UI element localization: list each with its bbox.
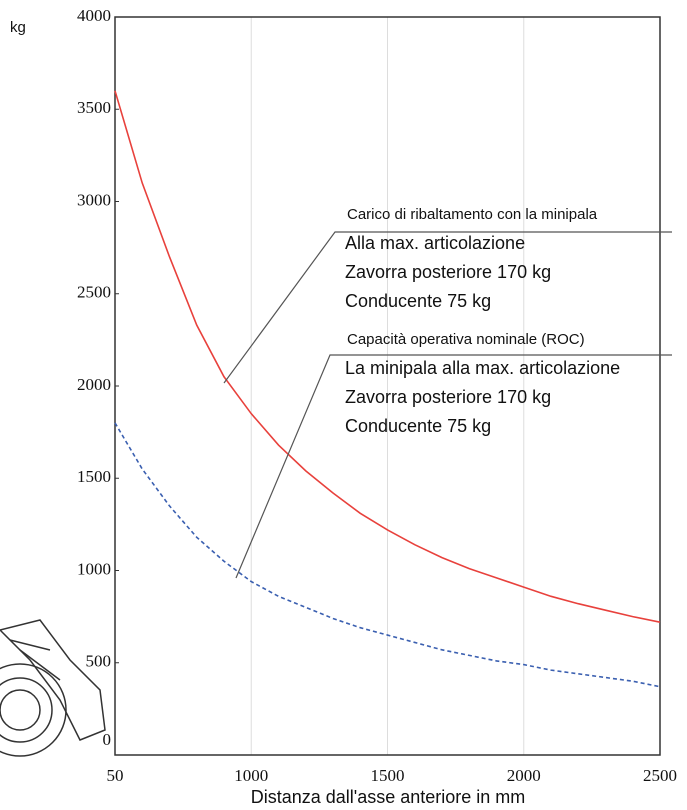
annotation-text: Alla max. articolazione (345, 233, 525, 253)
plot-frame (114, 16, 661, 756)
annotation-text: Carico di ribaltamento con la minipala (347, 206, 598, 223)
y-tick-label: 1500 (77, 467, 111, 486)
y-tick-label: 3000 (77, 190, 111, 209)
annotation-text: La minipala alla max. articolazione (345, 358, 620, 378)
annotation-text: Zavorra posteriore 170 kg (345, 262, 551, 282)
wheel (0, 663, 67, 757)
leader-line (235, 354, 672, 579)
x-tick-label: 2500 (643, 766, 677, 785)
machine-drawing (0, 619, 106, 757)
annotation-text: Conducente 75 kg (345, 416, 491, 436)
series-line (114, 422, 661, 688)
x-axis-label: Distanza dall'asse anteriore in mm (251, 787, 526, 807)
y-tick-label: 500 (86, 652, 112, 671)
x-tick-label: 1500 (371, 766, 405, 785)
loader-detail (9, 639, 61, 681)
x-tick-label: 1000 (234, 766, 268, 785)
x-tick-label: 50 (107, 766, 124, 785)
y-axis-label: kg (10, 19, 26, 36)
x-tick-label: 2000 (507, 766, 541, 785)
y-tick-label: 3500 (77, 98, 111, 117)
y-tick-label: 1000 (77, 559, 111, 578)
wheel-rim (0, 677, 53, 743)
annotation-text: Zavorra posteriore 170 kg (345, 387, 551, 407)
series-line (114, 90, 661, 623)
annotation-text: Capacità operativa nominale (ROC) (347, 331, 585, 348)
y-tick-label: 2000 (77, 375, 111, 394)
wheel-hub (0, 689, 41, 731)
loader-arm (0, 619, 106, 741)
y-tick-label: 4000 (77, 6, 111, 25)
annotation-text: Conducente 75 kg (345, 291, 491, 311)
y-tick-label: 2500 (77, 283, 111, 302)
leader-line (223, 231, 672, 384)
y-tick-label: 0 (103, 730, 112, 749)
